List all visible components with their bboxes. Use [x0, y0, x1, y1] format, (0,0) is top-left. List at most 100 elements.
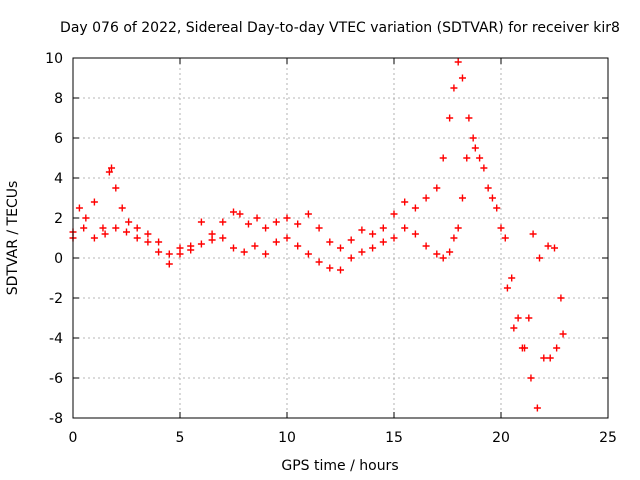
series-2 [69, 134, 567, 412]
data-point [379, 224, 387, 232]
data-point [514, 314, 522, 322]
data-point [358, 248, 366, 256]
data-point [540, 354, 548, 362]
data-point [75, 204, 83, 212]
data-point [446, 114, 454, 122]
data-point [144, 230, 152, 238]
data-point [294, 220, 302, 228]
data-point [450, 84, 458, 92]
y-tick-label: -8 [49, 411, 63, 427]
data-point [454, 58, 462, 66]
data-point [272, 218, 280, 226]
data-point [480, 164, 488, 172]
data-point [133, 224, 141, 232]
data-point [240, 248, 248, 256]
y-axis-label: SDTVAR / TECUs [5, 181, 21, 296]
data-point [326, 264, 334, 272]
data-point [529, 230, 537, 238]
y-tick-label: 8 [54, 91, 63, 107]
data-point [90, 198, 98, 206]
data-point [144, 238, 152, 246]
data-point [476, 154, 484, 162]
data-point [101, 230, 109, 238]
data-point [544, 242, 552, 250]
x-tick-label: 0 [69, 430, 78, 446]
data-point [525, 314, 533, 322]
data-point [439, 254, 447, 262]
data-point [197, 218, 205, 226]
y-tick-label: -6 [49, 371, 63, 387]
data-point [283, 234, 291, 242]
data-point [125, 218, 133, 226]
data-point [527, 374, 535, 382]
y-tick-label: 2 [54, 211, 63, 227]
data-point [422, 194, 430, 202]
data-point [108, 164, 116, 172]
data-point [347, 236, 355, 244]
data-point [446, 248, 454, 256]
data-point [251, 242, 259, 250]
data-point [90, 234, 98, 242]
data-point [197, 240, 205, 248]
data-point [422, 242, 430, 250]
data-point [510, 324, 518, 332]
data-point [208, 230, 216, 238]
data-point [155, 248, 163, 256]
data-point [230, 208, 237, 216]
data-point [337, 266, 344, 274]
data-point [458, 74, 466, 82]
data-point [262, 224, 270, 232]
data-point [411, 204, 419, 212]
data-point [551, 244, 558, 252]
x-tick-label: 10 [278, 430, 296, 446]
data-point [123, 228, 130, 236]
data-point [304, 210, 312, 218]
data-point [112, 224, 120, 232]
data-point [272, 238, 280, 246]
y-tick-label: 4 [54, 171, 63, 187]
chart-title: Day 076 of 2022, Sidereal Day-to-day VTE… [60, 20, 620, 36]
data-point [208, 236, 216, 244]
data-point [165, 260, 173, 268]
data-point [379, 238, 387, 246]
data-point [80, 224, 88, 232]
data-point [315, 224, 323, 232]
y-tick-label: 10 [45, 51, 63, 67]
data-point [369, 230, 377, 238]
data-point [165, 250, 173, 258]
data-point [465, 114, 473, 122]
data-point [176, 244, 184, 252]
y-tick-label: -2 [49, 291, 63, 307]
data-point [463, 154, 471, 162]
data-point [488, 194, 496, 202]
data-point [553, 344, 561, 352]
x-ticks: 0 5 10 15 20 25 [69, 58, 617, 446]
x-axis-label: GPS time / hours [281, 458, 398, 474]
data-point [401, 198, 409, 206]
data-point [82, 214, 90, 222]
data-point [458, 194, 466, 202]
data-point [236, 210, 244, 218]
y-tick-label: 6 [54, 131, 63, 147]
data-point [347, 254, 355, 262]
data-point [230, 244, 237, 252]
data-point [433, 184, 441, 192]
data-point [536, 254, 544, 262]
data-point [99, 224, 107, 232]
data-point [508, 274, 516, 282]
data-point [294, 242, 302, 250]
x-tick-label: 25 [599, 430, 617, 446]
data-point [497, 224, 505, 232]
data-point [219, 234, 227, 242]
data-point [326, 238, 334, 246]
data-point [546, 354, 554, 362]
data-point [411, 230, 419, 238]
data-point [369, 244, 377, 252]
data-point [304, 250, 312, 258]
data-point [244, 220, 252, 228]
data-point [262, 250, 270, 258]
data-point [253, 214, 261, 222]
data-point [454, 224, 462, 232]
data-point [337, 244, 344, 252]
x-tick-label: 20 [492, 430, 510, 446]
